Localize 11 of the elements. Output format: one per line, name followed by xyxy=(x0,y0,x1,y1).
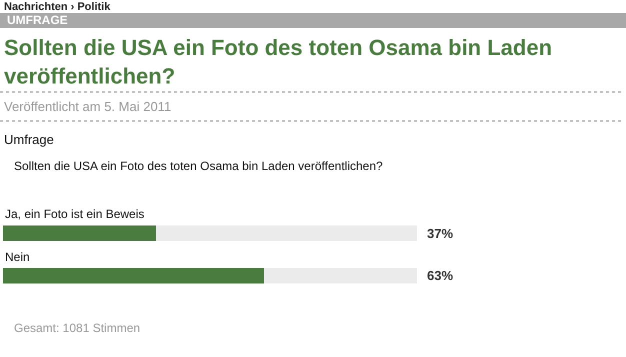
text: Umfrage xyxy=(4,132,54,147)
chart-subtitle: Veröffentlicht am 5. Mai 2011 xyxy=(4,99,172,114)
chart-title: Sollten die USA ein Foto des toten Osama bin Laden veröffentlichen? xyxy=(4,35,552,89)
text: Nachrichten › Politik xyxy=(4,1,112,13)
data-label: 63% xyxy=(427,268,454,283)
text: Gesamt: 1081 Stimmen xyxy=(14,321,140,335)
text: Sollten die USA ein Foto des toten Osama bin Laden veröffentlichen? xyxy=(14,159,384,173)
text: UMFRAGE xyxy=(7,13,68,27)
data-label: 37% xyxy=(427,226,454,241)
y-tick-label: Ja, ein Foto ist ein Beweis xyxy=(5,207,144,221)
y-tick-label: Nein xyxy=(5,250,30,264)
